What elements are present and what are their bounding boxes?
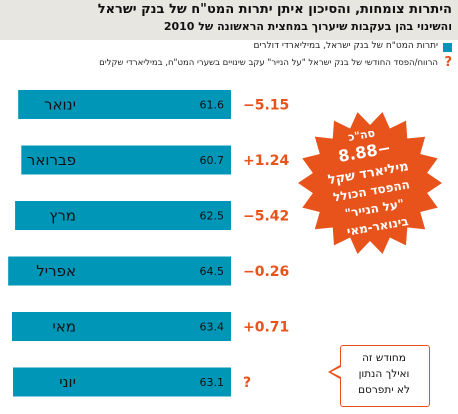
bar-value-label-3: 62.5: [200, 210, 225, 223]
legend-marker-change: ?: [444, 55, 452, 70]
bar-value-label-2: 60.7: [200, 154, 225, 167]
change-label-1: −5.15: [243, 98, 289, 114]
note-line-3: לא יתפרסם: [358, 384, 410, 396]
note-line-1: מחודש זה: [362, 352, 406, 364]
chart-title: היתרות צומחות, והסיכון איתן יתרות המט"ח …: [97, 2, 452, 17]
change-label-4: −0.26: [243, 264, 289, 280]
bar-value-label-1: 61.6: [200, 99, 225, 112]
bar-6: [13, 367, 231, 397]
note-callout-tail-inner: [331, 367, 341, 377]
change-label-6: ?: [243, 375, 251, 391]
category-label-5: מאי: [52, 318, 76, 336]
bar-4: [8, 256, 231, 286]
change-label-3: −5.42: [243, 209, 289, 225]
bar-1: [18, 90, 232, 119]
bar-5: [11, 312, 232, 341]
category-label-4: אפריל: [36, 262, 76, 280]
chart-subtitle: והשינוי בהן בעקבות שיערוך במחצית הראשונה…: [163, 20, 452, 33]
legend-item-change: הרווח/הפסד החודשי של בנק ישראל "על הנייר…: [99, 58, 438, 68]
bar-2: [21, 145, 231, 175]
legend-swatch-balances: [443, 43, 452, 52]
category-label-1: ינואר: [44, 96, 76, 114]
note-callout: [340, 345, 430, 407]
category-label-6: יוני: [59, 373, 76, 391]
chart-header: היתרות צומחות, והסיכון איתן יתרות המט"ח …: [0, 0, 458, 40]
bar-3: [15, 201, 231, 230]
burst-line-1: סה"כ: [347, 126, 376, 143]
note-line-2: ואילך הנתון: [358, 368, 410, 380]
bar-value-label-6: 63.1: [200, 376, 225, 389]
bar-value-label-4: 64.5: [200, 265, 225, 278]
bar-value-label-5: 63.4: [200, 321, 225, 334]
category-label-3: מרץ: [49, 207, 76, 225]
burst-shape: [298, 112, 442, 254]
change-label-2: +1.24: [243, 153, 290, 169]
change-label-5: +0.71: [243, 320, 289, 336]
legend-item-balances: יתרות המט"ח של בנק ישראל, במיליארדי דולר…: [253, 41, 438, 51]
category-label-2: פברואר: [27, 151, 76, 169]
